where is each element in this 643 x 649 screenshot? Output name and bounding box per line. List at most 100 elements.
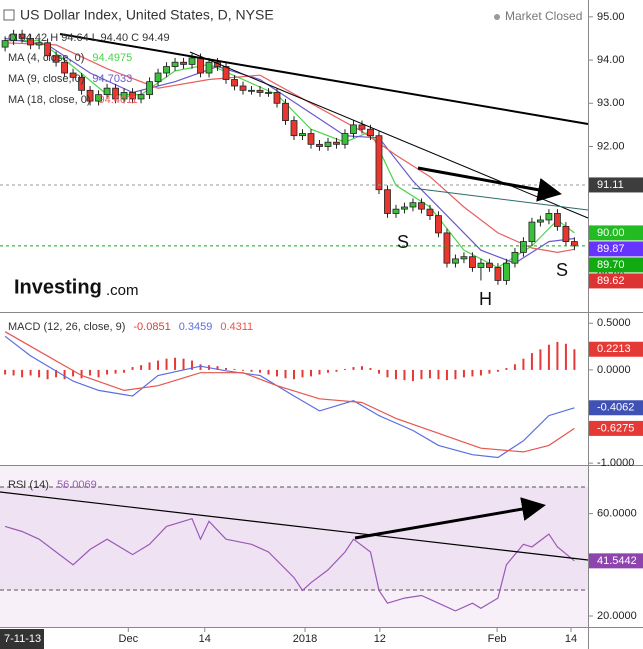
candle-body [265,92,272,94]
candle-body [537,219,544,223]
candle-body [18,33,26,39]
price-tag [589,400,643,416]
candle-body [86,89,94,102]
candle-body [494,267,502,281]
rsi-line [4,517,575,612]
candle-body [35,42,43,46]
watermark-suffix: .com [106,282,139,299]
candle-body [520,241,527,253]
histogram-bar [547,344,550,370]
candle-body [163,66,170,74]
candle-body [69,72,77,78]
price-tag [589,257,643,273]
candle-body [426,208,434,217]
y-tick-label: 94.00 [597,54,625,66]
histogram-bar [343,368,346,370]
candle-body [307,133,315,145]
candle-body [205,61,213,74]
histogram-bar [301,369,304,378]
candle-body [358,124,366,130]
x-tick-label: 14 [565,633,577,645]
histogram-bar [165,358,168,370]
indicator-title: MACD (12, 26, close, 9) [8,321,125,333]
histogram-bar [326,369,329,373]
price-tag-label: 41.5442 [597,555,637,567]
histogram-bar [123,369,126,373]
candle-body [1,40,9,48]
legend-value: 0.3459 [179,321,213,333]
histogram-bar [225,368,228,370]
histogram-bar [55,369,58,378]
legend-value: 0.4311 [220,321,253,333]
histogram-bar [539,349,542,370]
candle-body [443,232,451,264]
price-tag [589,225,643,241]
histogram-bar [106,369,109,375]
histogram-bar [157,360,160,370]
histogram-bar [4,369,7,375]
candle-body [401,206,408,210]
histogram-bar [293,369,295,380]
candle-body [154,72,162,83]
trend-line [411,187,589,211]
histogram-bar [276,369,279,377]
price-tag-label: 91.11 [597,179,624,191]
status-dot [494,14,500,20]
candle-body [120,92,128,100]
histogram-bar [496,369,499,372]
candle-body [528,221,536,242]
candle-body [248,89,255,92]
candle-body [299,133,306,137]
histogram-bar [513,364,516,370]
histogram-bar [80,369,83,379]
price-tag [589,177,643,193]
histogram-bar [38,369,41,378]
candle-body [435,215,442,234]
candle-body [273,92,281,104]
candle-body [52,55,60,63]
annotation: H [479,289,492,309]
candle-body [571,241,578,247]
price-tag-label: 89.87 [597,243,625,255]
price-tag [589,241,643,257]
rsi-upper [0,466,588,487]
histogram-bar [233,368,236,370]
candle-body [562,226,570,242]
histogram-bar [182,358,185,370]
candle-body [256,89,264,93]
price-tag-label: -0.6275 [597,422,634,434]
chart-title: US Dollar Index, United States, D, NYSE [20,7,274,23]
x-tick-label: Feb [488,633,507,645]
histogram-bar [63,369,66,380]
indicator-title: RSI (14) [8,479,49,491]
candle-body [324,141,332,147]
candle-body [180,61,187,65]
x-tick-label: 14 [199,633,211,645]
candle-body [44,42,51,57]
legend-value: 94.4975 [92,52,132,64]
rsi-lower [0,590,588,627]
candle-body [409,202,417,208]
histogram-bar [46,369,49,380]
candle-body [188,57,196,65]
candle-body [384,189,391,214]
candle-body [350,124,357,134]
candle-body [137,94,145,100]
price-tag [589,273,643,289]
x-tick-label: Dec [119,633,139,645]
histogram-bar [140,365,143,370]
histogram-bar [335,369,338,372]
candle-body [511,251,519,264]
legend-value: 94.7033 [92,73,132,85]
rsi-band [0,487,588,590]
moving-average [5,37,575,264]
candle-body [95,94,102,102]
histogram-bar [377,369,380,374]
candle-body [418,202,425,210]
arrow [417,166,562,202]
candle-body [282,102,289,121]
candle-body [375,135,383,191]
price-tag [589,341,643,357]
legend-value: -0.0851 [133,321,170,333]
